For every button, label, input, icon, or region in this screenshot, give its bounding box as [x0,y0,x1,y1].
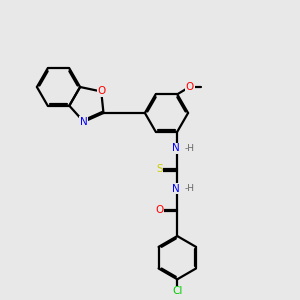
Text: -H: -H [185,144,195,153]
Text: O: O [186,82,194,92]
Text: N: N [172,184,180,194]
Text: Cl: Cl [172,286,182,296]
Text: -H: -H [185,184,195,193]
Text: S: S [156,164,163,174]
Text: O: O [155,205,164,215]
Text: N: N [80,117,88,127]
Text: O: O [97,86,105,97]
Text: N: N [172,143,180,153]
